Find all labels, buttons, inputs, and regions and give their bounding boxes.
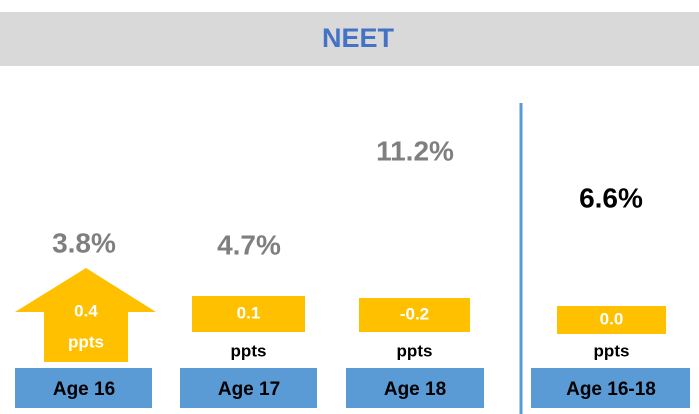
change: -0.2 bbox=[400, 304, 429, 323]
unit: ppts bbox=[68, 332, 104, 351]
change-box bbox=[557, 306, 666, 334]
age-label: Age 17 bbox=[218, 379, 280, 400]
rate: 4.7% bbox=[217, 229, 281, 260]
age-box bbox=[180, 368, 317, 408]
change: 0.4 bbox=[74, 301, 98, 320]
age-box bbox=[531, 368, 690, 408]
change: 0.1 bbox=[237, 303, 261, 322]
age-label: Age 16-18 bbox=[566, 379, 656, 400]
unit: ppts bbox=[397, 341, 433, 360]
title: NEET bbox=[322, 23, 395, 53]
rate: 11.2% bbox=[376, 135, 454, 166]
age-box bbox=[15, 368, 152, 408]
age-label: Age 18 bbox=[384, 379, 446, 400]
age-box bbox=[346, 368, 484, 408]
rate: 3.8% bbox=[52, 227, 116, 258]
up-arrow bbox=[15, 268, 156, 362]
rate: 6.6% bbox=[579, 182, 643, 213]
change: 0.0 bbox=[600, 309, 624, 328]
change-box bbox=[192, 296, 305, 332]
unit: ppts bbox=[231, 341, 267, 360]
change-box bbox=[359, 298, 470, 332]
age-label: Age 16 bbox=[53, 379, 115, 400]
header-bar bbox=[0, 12, 699, 66]
unit: ppts bbox=[594, 341, 630, 360]
